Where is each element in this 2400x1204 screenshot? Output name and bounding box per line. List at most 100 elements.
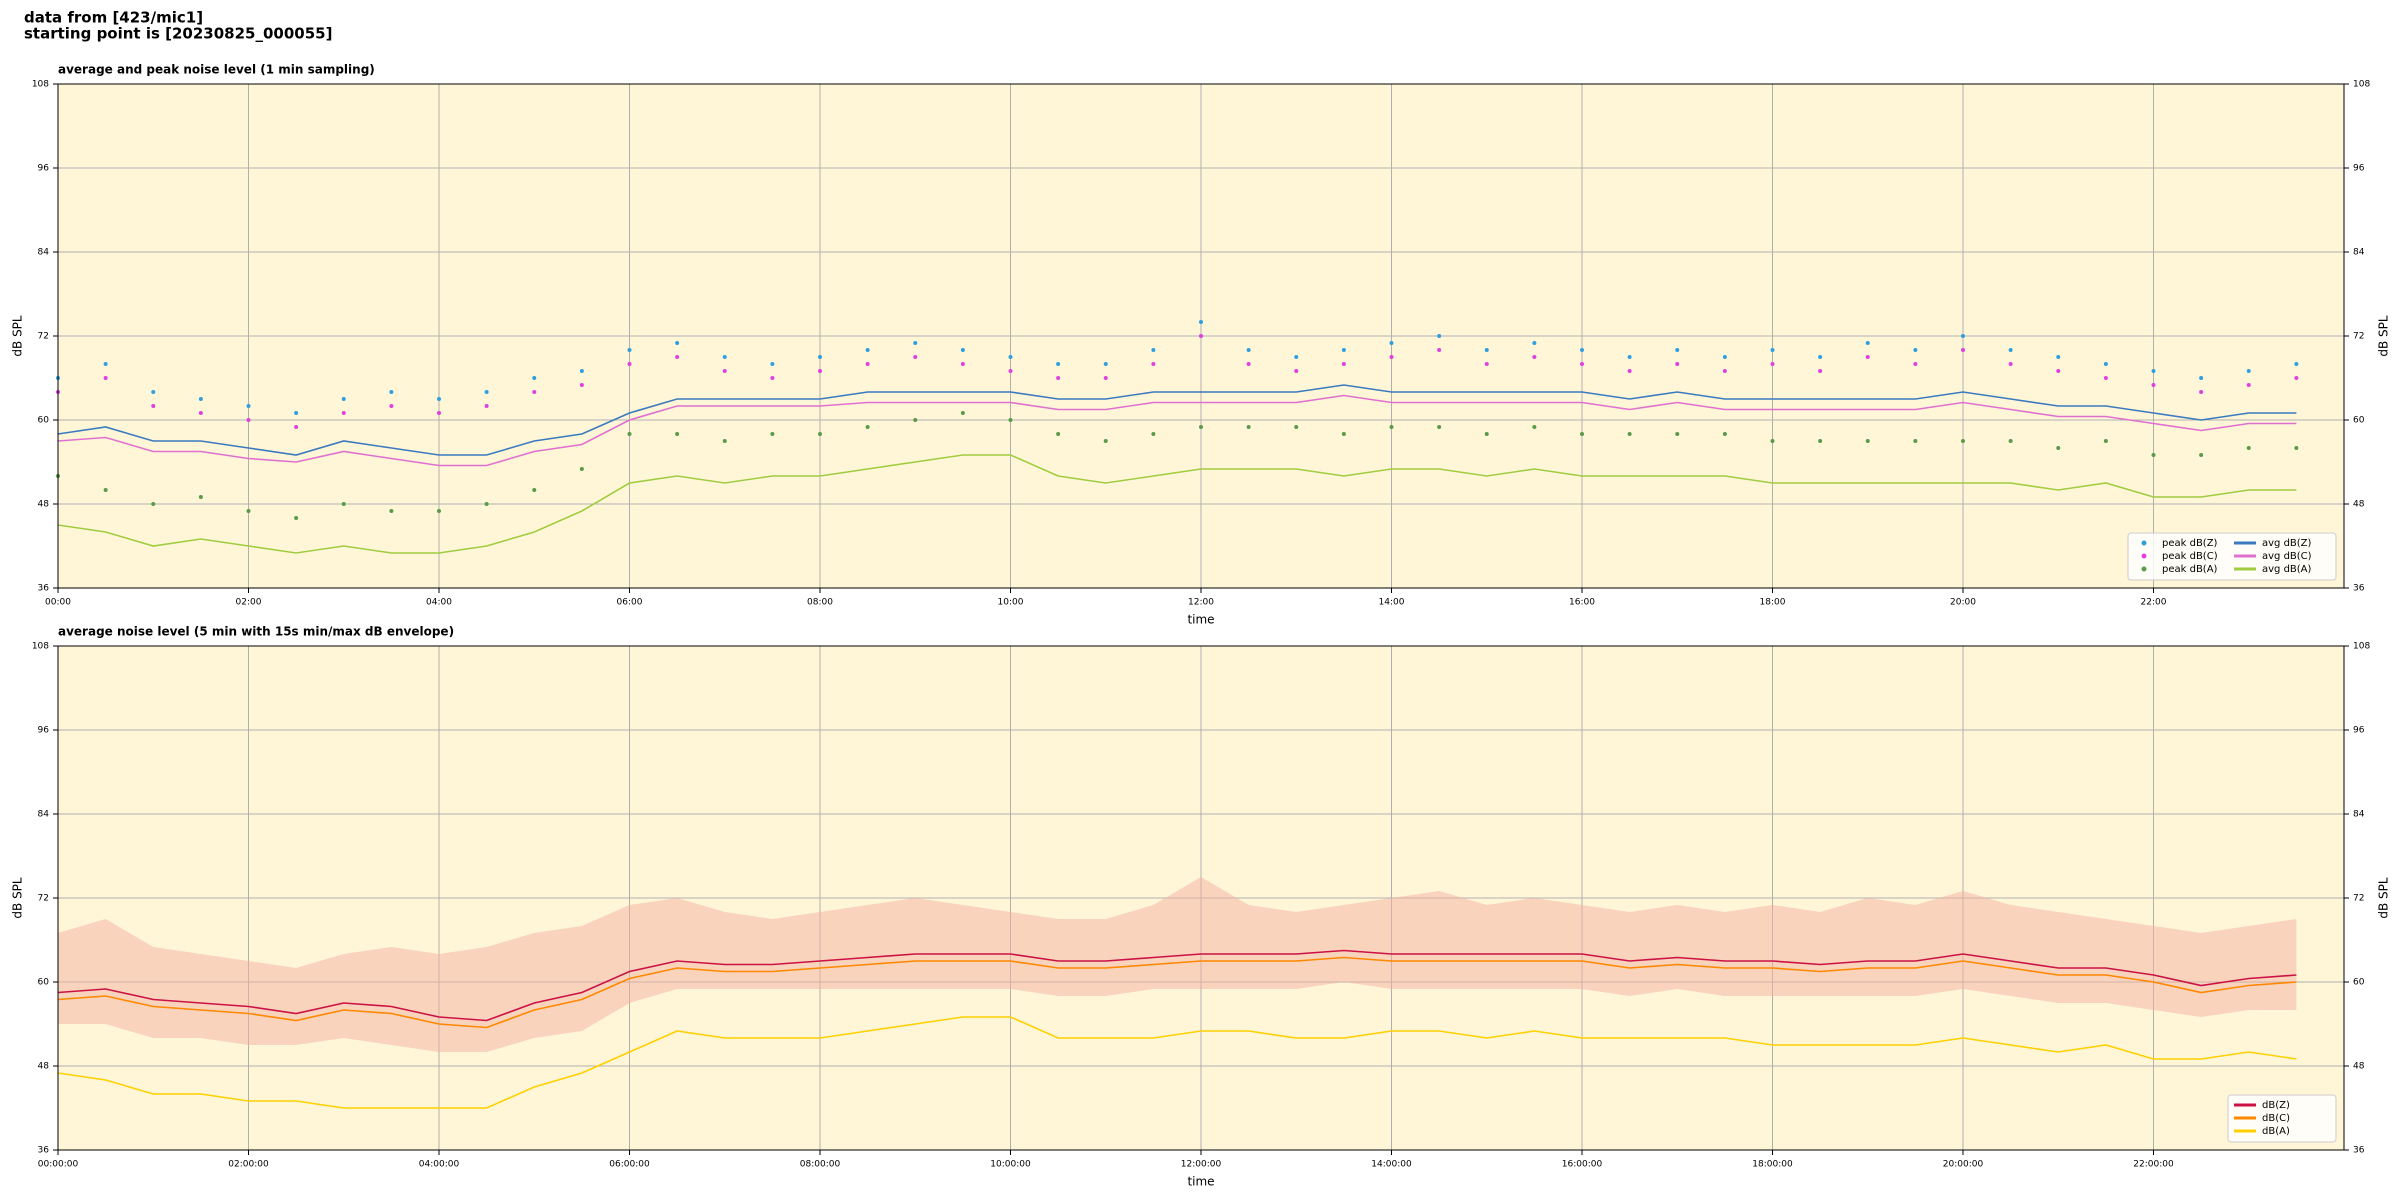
peak-dot <box>770 376 775 380</box>
peak-dot <box>2294 362 2299 366</box>
x-axis-label: time <box>1187 1175 1214 1189</box>
y-tick-label: 60 <box>38 416 50 426</box>
peak-dot <box>1627 369 1632 373</box>
peak-dot <box>103 376 108 380</box>
y2-tick-label: 96 <box>2353 164 2365 174</box>
peak-dot <box>1056 362 1061 366</box>
legend: peak dB(Z) peak dB(C) peak dB(A) avg dB(Z) a… <box>2127 532 2337 581</box>
x-tick-label: 18:00:00 <box>1752 1160 1793 1170</box>
x-tick-label: 18:00 <box>1760 598 1786 608</box>
peak-dot <box>579 369 584 373</box>
peak-dot <box>913 418 918 422</box>
peak-dot <box>198 495 203 499</box>
y-tick-label: 108 <box>32 80 49 90</box>
peak-dot <box>1056 376 1061 380</box>
chart-title: average and peak noise level (1 min samp… <box>58 63 375 77</box>
series-line <box>57 956 2297 1029</box>
peak-dot <box>532 376 537 380</box>
peak-dot <box>627 362 632 366</box>
y-tick-label: 36 <box>38 584 50 594</box>
peak-dot <box>1008 369 1013 373</box>
series-line <box>57 949 2297 1022</box>
peak-dot <box>1722 355 1727 359</box>
peak-dot <box>675 432 680 436</box>
x-tick-label: 02:00:00 <box>228 1160 269 1170</box>
peak-dot <box>341 397 346 401</box>
peak-dot <box>2008 439 2013 443</box>
peak-dot <box>2294 446 2299 450</box>
peak-dot <box>1389 425 1394 429</box>
peak-dot <box>437 411 441 415</box>
peak-dot <box>2103 362 2108 366</box>
peak-dot <box>1675 348 1680 352</box>
peak-dot <box>722 355 727 359</box>
x-tick-label: 20:00 <box>1950 598 1976 608</box>
series-line <box>57 384 2297 456</box>
peak-dot <box>1532 355 1537 359</box>
y-tick-label: 60 <box>38 978 50 988</box>
peak-dot <box>1437 425 1442 429</box>
peak-dot <box>960 362 965 366</box>
peak-dot <box>2056 369 2061 373</box>
header-subtitle: starting point is [20230825_000055] <box>24 25 332 43</box>
peak-dot <box>1103 439 1108 443</box>
peak-dot <box>675 355 680 359</box>
peak-dot <box>246 404 251 408</box>
envelope-area <box>58 877 2297 1052</box>
peak-dot <box>1961 348 1965 352</box>
peak-dot <box>1770 439 1775 443</box>
y-axis-label: dB SPL <box>11 877 25 919</box>
x-tick-label: 12:00:00 <box>1181 1160 1222 1170</box>
peak-dot <box>1865 439 1870 443</box>
x-tick-label: 00:00:00 <box>38 1160 79 1170</box>
peak-dot <box>1818 355 1823 359</box>
peak-dot <box>960 348 965 352</box>
y2-tick-label: 36 <box>2353 584 2365 594</box>
legend-label: peak dB(A) <box>2162 564 2218 575</box>
peak-dot <box>627 348 632 352</box>
x-tick-label: 04:00:00 <box>419 1160 460 1170</box>
x-tick-label: 22:00 <box>2141 598 2167 608</box>
peak-dot <box>1770 362 1775 366</box>
legend-label: avg dB(C) <box>2262 551 2312 562</box>
y2-tick-label: 72 <box>2353 894 2364 904</box>
peak-dot <box>1437 334 1442 338</box>
peak-dot <box>1675 432 1680 436</box>
y2-tick-label: 72 <box>2353 332 2364 342</box>
peak-dot <box>389 390 394 394</box>
peak-dot <box>722 439 727 443</box>
peak-dot <box>865 348 870 352</box>
peak-dot <box>1675 362 1680 366</box>
peak-dot <box>341 411 346 415</box>
x-tick-label: 16:00:00 <box>1562 1160 1603 1170</box>
peak-dot <box>1246 348 1251 352</box>
y-tick-label: 48 <box>38 500 50 510</box>
peak-dot <box>1199 425 1203 429</box>
peak-dot <box>341 502 346 506</box>
peak-dot <box>484 502 489 506</box>
peak-dot <box>865 425 870 429</box>
peak-dot <box>770 362 775 366</box>
y2-axis-label: dB SPL <box>2377 877 2391 919</box>
peak-dot <box>151 404 156 408</box>
peak-dot <box>1008 355 1013 359</box>
y2-tick-label: 60 <box>2353 978 2365 988</box>
y2-tick-label: 84 <box>2353 248 2365 258</box>
peak-dot <box>1341 348 1346 352</box>
peak-dot <box>1961 334 1965 338</box>
y-tick-label: 84 <box>38 810 50 820</box>
y2-tick-label: 96 <box>2353 726 2365 736</box>
peak-dot <box>1722 432 1727 436</box>
peak-dot <box>2103 439 2108 443</box>
plot-frame <box>57 83 2345 589</box>
peak-dot <box>1580 348 1584 352</box>
peak-dot <box>103 488 108 492</box>
peak-dot <box>1532 425 1537 429</box>
peak-dot <box>1294 369 1299 373</box>
peak-dot <box>2056 355 2061 359</box>
peak-dot <box>2246 369 2251 373</box>
peak-dot <box>2199 453 2204 457</box>
peak-dot <box>246 418 251 422</box>
